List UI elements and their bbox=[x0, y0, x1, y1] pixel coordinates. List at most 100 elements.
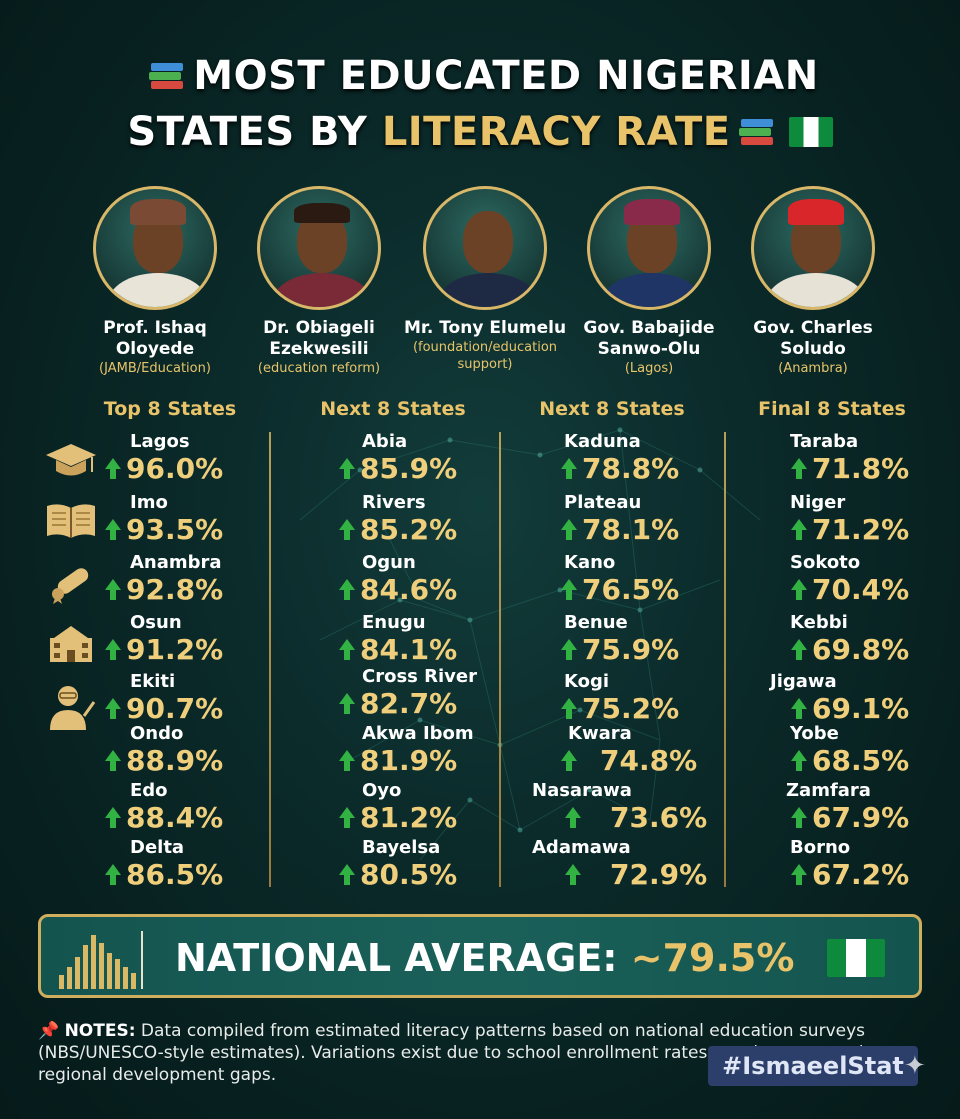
state-name: Kogi bbox=[564, 671, 610, 692]
state-name: Imo bbox=[130, 492, 168, 513]
state-entry: Kebbi 69.8% bbox=[790, 613, 960, 667]
state-name: Abia bbox=[362, 431, 408, 452]
state-entry: Borno 67.2% bbox=[790, 838, 960, 892]
literacy-rate: 72.9% bbox=[610, 858, 708, 891]
state-entry: Plateau 78.1% bbox=[560, 493, 760, 547]
state-name: Edo bbox=[130, 780, 168, 801]
state-name: Benue bbox=[564, 612, 628, 633]
column-divider bbox=[724, 432, 726, 887]
pushpin-icon: 📌 bbox=[38, 1021, 60, 1041]
literacy-rate: 68.5% bbox=[812, 744, 910, 777]
state-name: Bayelsa bbox=[362, 837, 441, 858]
literacy-rate: 67.2% bbox=[812, 858, 910, 891]
arrow-up-icon bbox=[790, 639, 808, 661]
state-entry: Kwara 74.8% bbox=[560, 724, 760, 778]
state-entry: Zamfara 67.9% bbox=[786, 781, 960, 835]
literacy-rate: 78.1% bbox=[582, 513, 680, 546]
national-average-label: NATIONAL AVERAGE: bbox=[175, 936, 618, 980]
notes: 📌 NOTES: Data compiled from estimated li… bbox=[38, 1020, 888, 1086]
open-book-icon bbox=[47, 504, 95, 538]
hashtag-badge: #IsmaeelStat bbox=[708, 1046, 918, 1086]
state-entry: Oyo 81.2% bbox=[338, 781, 538, 835]
literacy-rate: 78.8% bbox=[582, 452, 680, 485]
state-entry: Osun 91.2% bbox=[104, 613, 304, 667]
state-entry: Nasarawa 73.6% bbox=[532, 781, 732, 835]
state-name: Borno bbox=[790, 837, 851, 858]
state-name: Nasarawa bbox=[532, 780, 632, 801]
literacy-rate: 91.2% bbox=[126, 633, 224, 666]
teacher-icon bbox=[50, 686, 96, 730]
person-card-elumelu: Mr. Tony Elumelu (foundation/education s… bbox=[400, 186, 570, 373]
page-title: MOST EDUCATED NIGERIAN STATES BY LITERAC… bbox=[0, 48, 960, 160]
arrow-up-icon bbox=[564, 864, 582, 886]
avatar bbox=[257, 186, 381, 310]
school-building-icon bbox=[50, 626, 92, 662]
state-entry: Kano 76.5% bbox=[560, 553, 760, 607]
arrow-up-icon bbox=[338, 864, 356, 886]
arrow-up-icon bbox=[104, 807, 122, 829]
literacy-rate: 67.9% bbox=[812, 801, 910, 834]
nigeria-flag-icon bbox=[827, 939, 885, 977]
state-name: Ekiti bbox=[130, 671, 176, 692]
state-entry: Benue 75.9% bbox=[560, 613, 760, 667]
national-average-text: NATIONAL AVERAGE: ~79.5% bbox=[175, 933, 794, 983]
state-entry: Akwa Ibom 81.9% bbox=[338, 724, 538, 778]
notes-label: NOTES: bbox=[64, 1021, 136, 1041]
literacy-rate: 69.1% bbox=[812, 692, 910, 725]
literacy-rate: 96.0% bbox=[126, 452, 224, 485]
state-entry: Edo 88.4% bbox=[104, 781, 304, 835]
sparkle-icon: ✦ bbox=[904, 1051, 926, 1081]
title-line-1: MOST EDUCATED NIGERIAN bbox=[0, 48, 960, 104]
state-entry: Jigawa 69.1% bbox=[770, 672, 960, 726]
arrow-up-icon bbox=[790, 864, 808, 886]
state-name: Sokoto bbox=[790, 552, 861, 573]
state-entry: Niger 71.2% bbox=[790, 493, 960, 547]
arrow-up-icon bbox=[104, 639, 122, 661]
person-card-ezekwesili: Dr. Obiageli Ezekwesili (education refor… bbox=[234, 186, 404, 377]
state-entry: Ogun 84.6% bbox=[338, 553, 538, 607]
arrow-up-icon bbox=[338, 519, 356, 541]
literacy-rate: 70.4% bbox=[812, 573, 910, 606]
national-average-banner: NATIONAL AVERAGE: ~79.5% bbox=[38, 914, 922, 998]
nigeria-flag-icon bbox=[788, 117, 833, 147]
column-divider bbox=[269, 432, 271, 887]
state-entry: Kogi 75.2% bbox=[560, 672, 760, 726]
arrow-up-icon bbox=[560, 579, 578, 601]
state-name: Delta bbox=[130, 837, 185, 858]
column-heading-2: Next 8 States bbox=[320, 398, 466, 420]
state-name: Jigawa bbox=[770, 671, 837, 692]
arrow-up-icon bbox=[338, 750, 356, 772]
person-name: Prof. Ishaq Oloyede bbox=[103, 318, 207, 359]
column-heading-4: Final 8 States bbox=[758, 398, 906, 420]
literacy-rate: 85.2% bbox=[360, 513, 458, 546]
diploma-scroll-icon bbox=[52, 568, 89, 604]
literacy-rate: 88.9% bbox=[126, 744, 224, 777]
state-name: Kaduna bbox=[564, 431, 641, 452]
arrow-up-icon bbox=[790, 579, 808, 601]
state-name: Kano bbox=[564, 552, 616, 573]
state-name: Zamfara bbox=[786, 780, 871, 801]
state-name: Plateau bbox=[564, 492, 642, 513]
state-entry: Lagos 96.0% bbox=[104, 432, 304, 486]
person-name: Mr. Tony Elumelu bbox=[403, 318, 567, 338]
state-name: Kwara bbox=[568, 723, 632, 744]
state-entry: Bayelsa 80.5% bbox=[338, 838, 538, 892]
literacy-rate: 75.9% bbox=[582, 633, 680, 666]
avatar bbox=[751, 186, 875, 310]
arrow-up-icon bbox=[560, 519, 578, 541]
avatar bbox=[587, 186, 711, 310]
bar-chart-icon bbox=[57, 931, 147, 989]
state-name: Taraba bbox=[790, 431, 859, 452]
person-card-oloyede: Prof. Ishaq Oloyede (JAMB/Education) bbox=[70, 186, 240, 377]
arrow-up-icon bbox=[790, 807, 808, 829]
state-entry: Cross River 82.7% bbox=[338, 667, 538, 721]
state-entry: Enugu 84.1% bbox=[338, 613, 538, 667]
state-name: Enugu bbox=[362, 612, 426, 633]
person-role: (JAMB/Education) bbox=[99, 361, 211, 376]
arrow-up-icon bbox=[104, 579, 122, 601]
person-role: (foundation/education support) bbox=[412, 340, 558, 372]
column-divider bbox=[499, 432, 501, 887]
literacy-rate: 82.7% bbox=[360, 687, 458, 720]
arrow-up-icon bbox=[104, 519, 122, 541]
state-name: Ogun bbox=[362, 552, 416, 573]
